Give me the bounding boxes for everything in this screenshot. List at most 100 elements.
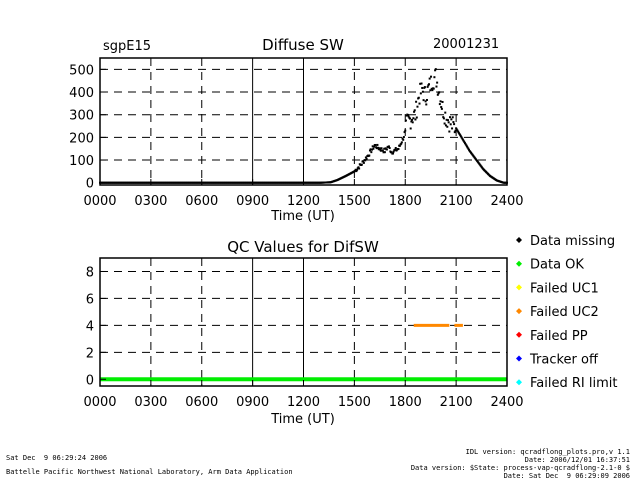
legend-label: Failed UC1 <box>530 281 599 296</box>
diffuse-sw-point <box>419 82 422 85</box>
diffuse-sw-point <box>442 116 445 119</box>
diffuse-sw-point <box>402 136 405 139</box>
qc-title: QC Values for DifSW <box>227 238 379 256</box>
legend-label: Tracker off <box>529 353 599 368</box>
diffuse-sw-point <box>432 87 435 90</box>
diffuse-sw-point <box>457 130 460 133</box>
diffuse-sw-point <box>380 147 383 150</box>
diffuse-sw-point <box>441 100 444 103</box>
diffuse-sw-point <box>460 136 463 139</box>
diffuse-sw-point <box>415 100 418 103</box>
diffuse-sw-point <box>425 103 428 106</box>
diffuse-sw-point <box>455 127 458 130</box>
diffuse-sw-point <box>409 127 412 130</box>
diffuse-sw-point <box>381 149 384 152</box>
diffuse-sw-point <box>385 148 388 151</box>
legend-label: Data OK <box>530 258 584 273</box>
qc-xtick-label: 1200 <box>287 395 320 410</box>
diffuse-sw-point <box>357 166 360 169</box>
diffuse-sw-point <box>373 145 376 148</box>
diffuse-sw-point <box>369 148 372 151</box>
diffuse-sw-point <box>453 131 456 134</box>
diffuse-sw-point <box>378 147 381 150</box>
diffuse-sw-point <box>422 99 425 102</box>
qc-panel: QC Values for DifSW 0 2 4 6 8 0000 0300 0600 09… <box>83 238 523 427</box>
qc-x-ticks: 0000 0300 0600 0900 1200 1500 1800 2100 2400 <box>83 380 524 410</box>
diffuse-sw-point <box>379 148 382 151</box>
diffuse-sw-ytick-label: 0 <box>86 177 94 192</box>
qc-grid <box>100 258 507 386</box>
diffuse-sw-point <box>424 100 427 103</box>
diffuse-sw-point <box>400 142 403 145</box>
diffuse-sw-point <box>412 117 415 120</box>
diffuse-sw-xtick-label: 0600 <box>185 194 218 209</box>
site-label: sgpE15 <box>103 39 151 54</box>
diffuse-sw-point <box>371 145 374 148</box>
footer-data-version: Data version: $State: process-vap-qcradf… <box>410 464 630 472</box>
qc-data <box>100 323 507 382</box>
diffuse-sw-point <box>440 107 443 110</box>
diffuse-sw-point <box>444 124 447 127</box>
diffuse-sw-point <box>392 150 395 153</box>
diffuse-sw-point <box>446 119 449 122</box>
diffuse-sw-y-ticks: 0 100 200 300 400 500 <box>69 63 106 192</box>
diffuse-sw-point <box>398 144 401 147</box>
diffuse-sw-point <box>383 147 386 150</box>
legend-label: Data missing <box>530 234 615 249</box>
diffuse-sw-ytick-label: 400 <box>69 86 94 101</box>
diffuse-sw-point <box>451 116 454 119</box>
diffuse-sw-point <box>436 81 439 84</box>
diffuse-sw-point <box>410 120 413 123</box>
qc-failed-uc2-segment <box>454 323 463 327</box>
diffuse-sw-point <box>394 148 397 151</box>
diffuse-sw-point <box>406 114 409 117</box>
diffuse-sw-point <box>376 143 379 146</box>
diffuse-sw-point <box>459 134 462 137</box>
diffuse-sw-point <box>425 98 428 101</box>
diffuse-sw-point <box>455 128 458 131</box>
qc-xtick-label: 0300 <box>134 395 167 410</box>
legend-diamond-icon <box>516 355 522 362</box>
diffuse-sw-point <box>404 129 407 132</box>
diffuse-sw-point <box>377 146 380 149</box>
diffuse-sw-xtick-label: 1200 <box>287 194 320 209</box>
qc-xtick-label: 0900 <box>236 395 269 410</box>
diffuse-sw-x-ticks: 0000 0300 0600 0900 1200 1500 1800 2100 2400 <box>83 179 524 209</box>
diffuse-sw-point <box>445 118 448 121</box>
diffuse-sw-point <box>403 131 406 134</box>
diffuse-sw-point <box>364 159 367 162</box>
diffuse-sw-point <box>371 148 374 151</box>
diffuse-sw-point <box>360 163 363 166</box>
diffuse-sw-point <box>457 131 460 134</box>
footer-left: Sat Dec 9 06:29:24 2006 Battelle Pacific … <box>6 454 293 476</box>
legend-diamond-icon <box>516 331 522 338</box>
diffuse-sw-point <box>448 130 451 133</box>
diffuse-sw-point <box>439 100 442 103</box>
diffuse-sw-point <box>397 147 400 150</box>
diffuse-sw-point <box>411 121 414 124</box>
diffuse-sw-ytick-label: 200 <box>69 131 94 146</box>
diffuse-sw-point <box>388 147 391 150</box>
diffuse-sw-point <box>449 116 452 119</box>
diffuse-sw-point <box>429 89 432 92</box>
qc-ytick-label: 0 <box>86 373 94 388</box>
diffuse-sw-point <box>392 152 395 155</box>
diffuse-sw-point <box>387 145 390 148</box>
legend-diamond-icon <box>516 237 522 243</box>
diffuse-sw-ytick-label: 500 <box>69 63 94 78</box>
diffuse-sw-xtick-label: 1500 <box>338 194 371 209</box>
qc-xlabel: Time (UT) <box>270 412 335 427</box>
diffuse-sw-point <box>434 68 437 71</box>
footer-right: IDL version: qcradflong_plots.pro,v 1.1 D… <box>411 448 630 480</box>
diffuse-sw-point <box>446 125 449 128</box>
diffuse-sw-point <box>454 129 457 132</box>
qc-ytick-label: 4 <box>86 319 94 334</box>
diffuse-sw-point <box>354 168 357 171</box>
diffuse-sw-point <box>379 149 382 152</box>
diffuse-sw-point <box>375 147 378 150</box>
diffuse-sw-point <box>449 123 452 126</box>
diffuse-sw-point <box>418 102 421 105</box>
diffuse-sw-point <box>434 69 437 72</box>
diffuse-sw-point <box>444 111 447 114</box>
